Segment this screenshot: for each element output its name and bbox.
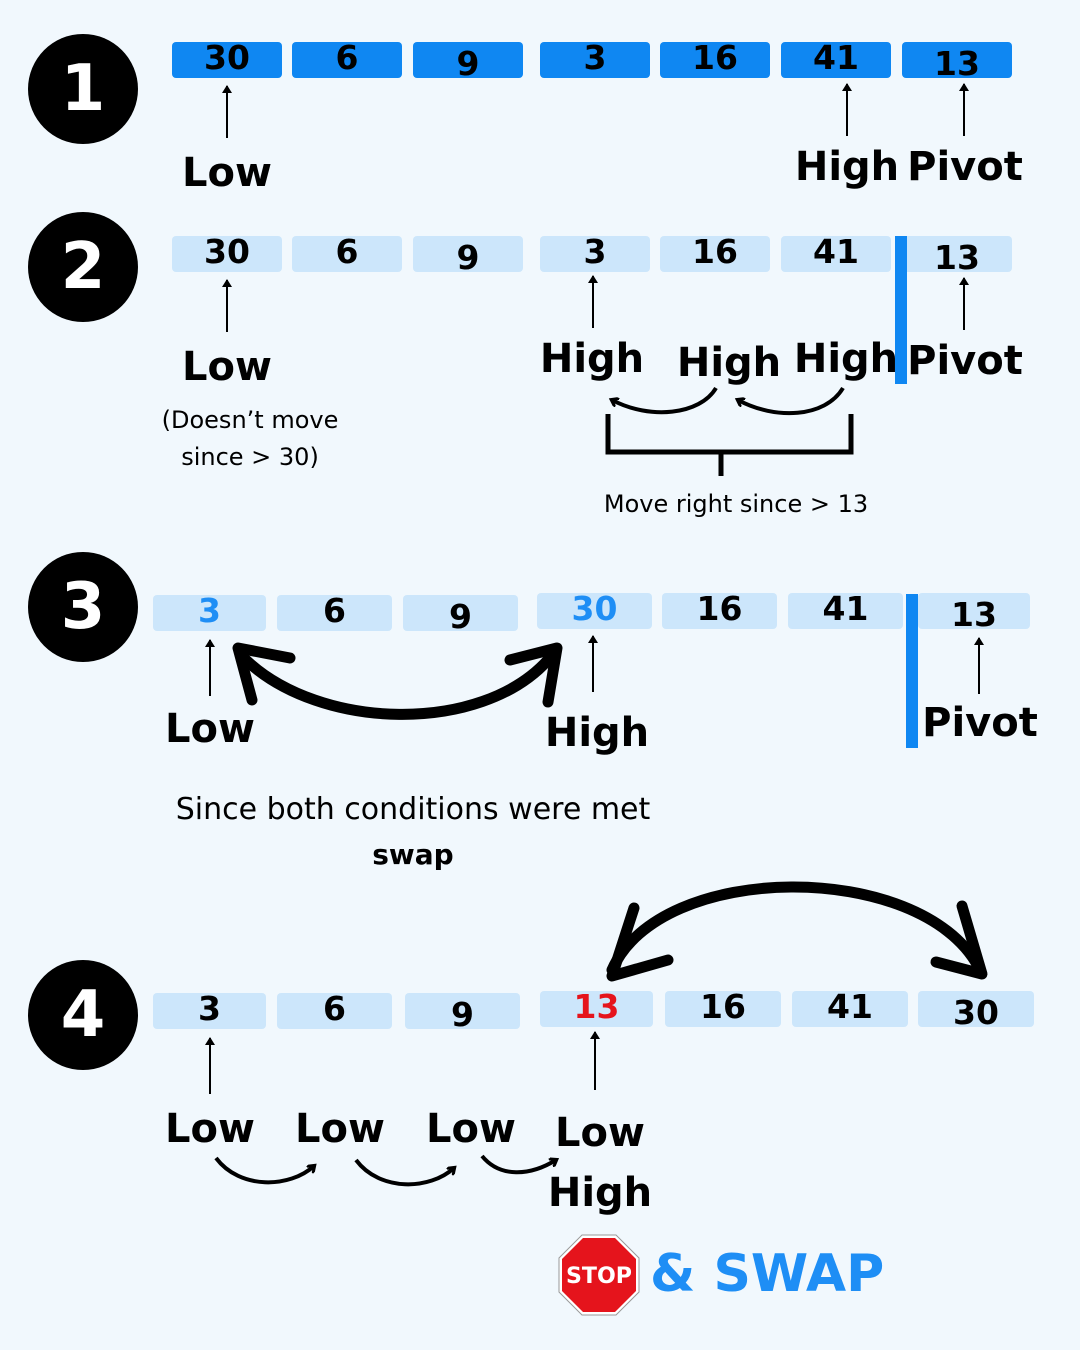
- array-cell: 41: [788, 591, 903, 629]
- low-pointer-label: Low: [165, 1106, 255, 1152]
- array-cell: 9: [405, 993, 520, 1033]
- low-pointer-label: Low: [165, 706, 255, 752]
- array-cell: 16: [662, 591, 777, 629]
- pointer-arrow: [205, 1037, 215, 1094]
- array-cell: 30: [172, 40, 282, 78]
- high-move-arrow: [738, 386, 845, 416]
- array-cell: 3: [153, 991, 266, 1029]
- stop-sign-text: STOP: [566, 1264, 632, 1289]
- high-pointer-label: High: [547, 1170, 653, 1216]
- pointer-arrow: [959, 83, 969, 136]
- pointer-arrow: [590, 1031, 600, 1090]
- low-pointer-label: Low: [555, 1110, 645, 1156]
- high-pointer-label: High: [544, 710, 650, 756]
- array-cell: 41: [781, 234, 891, 272]
- swap-arrow-head-right: [930, 900, 988, 980]
- array-cell: 13: [540, 989, 653, 1027]
- swap-arrow-head-left: [232, 642, 296, 706]
- low-pointer-label: Low: [182, 344, 272, 390]
- array-cell: 6: [277, 991, 392, 1029]
- step-number-4: 4: [28, 960, 138, 1070]
- pointer-arrow: [222, 279, 232, 332]
- pointer-arrow: [842, 83, 852, 136]
- pointer-arrow: [588, 275, 598, 328]
- low-pointer-label: Low: [426, 1106, 516, 1152]
- low-pointer-label: Low: [295, 1106, 385, 1152]
- low-note: (Doesn’t move since > 30): [161, 406, 339, 471]
- stop-sign-icon: STOP: [558, 1234, 640, 1316]
- swap-caption: Since both conditions were met: [175, 792, 651, 827]
- swap-arrow: [240, 654, 554, 720]
- swap-arrow-head-right: [504, 642, 563, 708]
- pivot-pointer-label: Pivot: [907, 144, 1023, 190]
- low-pointer-label: Low: [182, 150, 272, 196]
- high-pointer-label: High: [676, 340, 782, 386]
- step-number-3: 3: [28, 552, 138, 662]
- array-cell: 13: [902, 236, 1012, 276]
- partition-divider: [895, 236, 907, 384]
- high-pointer-label: High: [794, 144, 900, 190]
- pointer-arrow: [959, 277, 969, 330]
- array-cell: 9: [403, 595, 518, 635]
- step-number-2: 2: [28, 212, 138, 322]
- high-pointer-label: High: [539, 336, 645, 382]
- swap-arrow-head-left: [606, 902, 674, 982]
- array-cell: 9: [413, 42, 523, 82]
- array-cell: 3: [540, 40, 650, 78]
- array-cell: 6: [292, 234, 402, 272]
- high-move-arrow: [612, 386, 718, 415]
- array-cell: 6: [292, 40, 402, 78]
- array-cell: 16: [660, 234, 770, 272]
- array-cell: 6: [277, 593, 392, 631]
- array-cell: 41: [792, 989, 908, 1027]
- low-move-arrow: [214, 1156, 314, 1185]
- array-cell: 30: [172, 234, 282, 272]
- low-move-arrow: [480, 1154, 556, 1175]
- pointer-arrow: [588, 635, 598, 692]
- swap-arrow: [606, 881, 984, 976]
- stop-swap-caption: & SWAP: [650, 1244, 885, 1304]
- pointer-arrow: [974, 637, 984, 694]
- array-cell: 41: [781, 40, 891, 78]
- array-cell: 16: [660, 40, 770, 78]
- pointer-arrow: [205, 639, 215, 696]
- pivot-pointer-label: Pivot: [907, 338, 1023, 384]
- array-cell: 30: [918, 991, 1034, 1031]
- array-cell: 3: [540, 234, 650, 272]
- array-cell: 16: [665, 989, 781, 1027]
- high-note: Move right since > 13: [603, 490, 869, 518]
- high-pointer-label: High: [793, 336, 899, 382]
- array-cell: 3: [153, 593, 266, 631]
- partition-divider: [906, 594, 918, 748]
- pivot-pointer-label: Pivot: [922, 700, 1038, 746]
- array-cell: 30: [537, 591, 652, 629]
- step-number-1: 1: [28, 34, 138, 144]
- array-cell: 9: [413, 236, 523, 276]
- bracket: [605, 414, 854, 476]
- pointer-arrow: [222, 85, 232, 138]
- low-move-arrow: [354, 1158, 454, 1187]
- array-cell: 13: [902, 42, 1012, 82]
- swap-caption-bold: swap: [372, 838, 454, 871]
- array-cell: 13: [918, 593, 1030, 633]
